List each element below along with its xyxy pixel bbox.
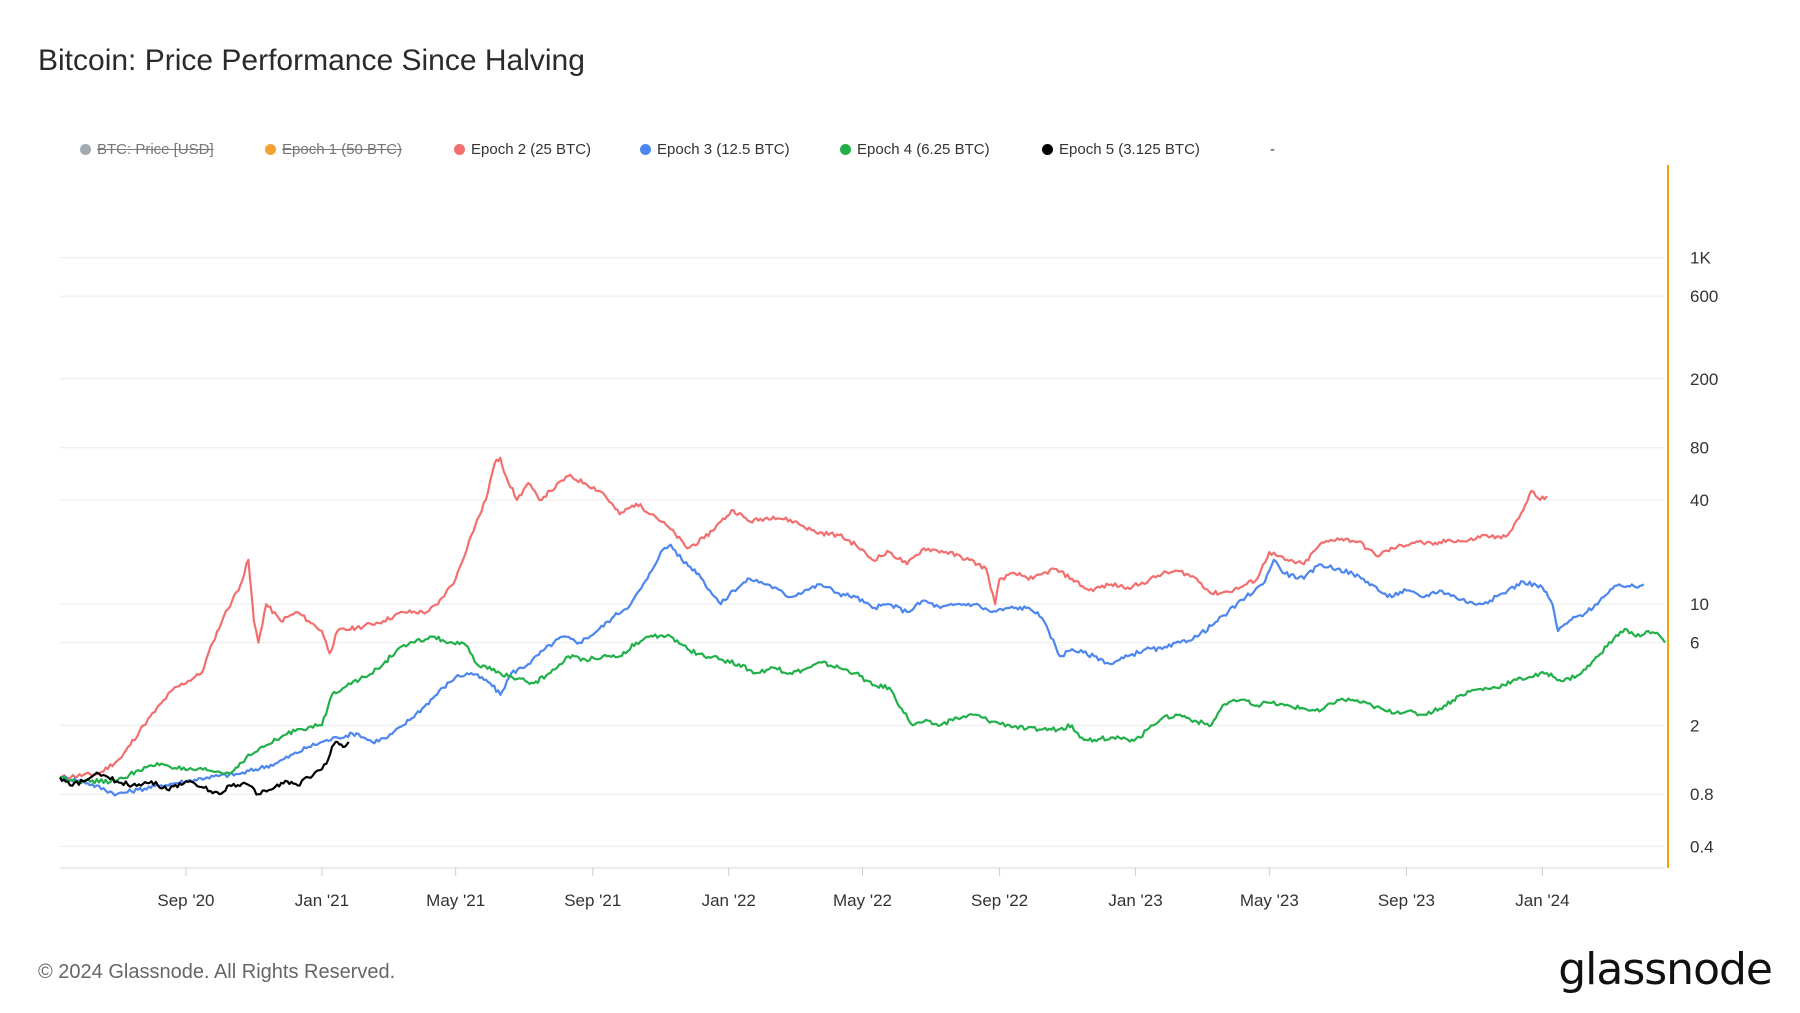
copyright-footer: © 2024 Glassnode. All Rights Reserved. xyxy=(38,961,396,983)
x-tick-label: Jan '21 xyxy=(295,891,349,910)
series-line xyxy=(59,627,1666,785)
legend-label: - xyxy=(1270,141,1275,158)
legend-label: Epoch 2 (25 BTC) xyxy=(471,141,592,158)
legend-item[interactable]: - xyxy=(1270,141,1275,158)
legend-item[interactable]: Epoch 3 (12.5 BTC) xyxy=(640,141,790,158)
y-tick-label: 40 xyxy=(1690,491,1709,510)
x-tick-label: Sep '21 xyxy=(564,891,621,910)
y-tick-label: 80 xyxy=(1690,439,1709,458)
x-tick-label: May '23 xyxy=(1240,891,1299,910)
x-tick-label: May '22 xyxy=(833,891,892,910)
y-tick-label: 2 xyxy=(1690,716,1699,735)
chart-title: Bitcoin: Price Performance Since Halving xyxy=(38,44,585,77)
x-tick-label: Jan '24 xyxy=(1515,891,1569,910)
legend-marker xyxy=(640,144,651,155)
legend-item[interactable]: Epoch 4 (6.25 BTC) xyxy=(840,141,990,158)
brand-logo: glassnode xyxy=(1558,944,1773,995)
y-tick-label: 6 xyxy=(1690,634,1699,653)
legend-label: Epoch 4 (6.25 BTC) xyxy=(857,141,990,158)
x-tick-label: Jan '23 xyxy=(1108,891,1162,910)
x-tick-label: May '21 xyxy=(426,891,485,910)
legend-label: Epoch 3 (12.5 BTC) xyxy=(657,141,790,158)
series-line xyxy=(59,456,1548,780)
y-tick-label: 10 xyxy=(1690,595,1709,614)
legend-marker xyxy=(265,144,276,155)
legend-marker xyxy=(840,144,851,155)
legend-label: BTC: Price [USD] xyxy=(97,141,214,158)
legend-item[interactable]: Epoch 1 (50 BTC) xyxy=(265,141,402,158)
y-tick-label: 600 xyxy=(1690,287,1718,306)
series-line xyxy=(59,740,350,796)
y-tick-label: 1K xyxy=(1690,249,1711,268)
x-tick-label: Jan '22 xyxy=(702,891,756,910)
legend-item[interactable]: BTC: Price [USD] xyxy=(80,141,214,158)
legend-item[interactable]: Epoch 2 (25 BTC) xyxy=(454,141,591,158)
x-tick-label: Sep '22 xyxy=(971,891,1028,910)
legend-label: Epoch 5 (3.125 BTC) xyxy=(1059,141,1200,158)
legend-marker xyxy=(80,144,91,155)
legend-marker xyxy=(1042,144,1053,155)
legend-marker xyxy=(454,144,465,155)
series-line xyxy=(59,543,1645,797)
y-tick-label: 0.8 xyxy=(1690,785,1714,804)
y-tick-label: 0.4 xyxy=(1690,837,1714,856)
legend-label: Epoch 1 (50 BTC) xyxy=(282,141,403,158)
x-tick-label: Sep '20 xyxy=(157,891,214,910)
x-tick-label: Sep '23 xyxy=(1378,891,1435,910)
y-tick-label: 200 xyxy=(1690,370,1718,389)
legend-item[interactable]: Epoch 5 (3.125 BTC) xyxy=(1042,141,1200,158)
